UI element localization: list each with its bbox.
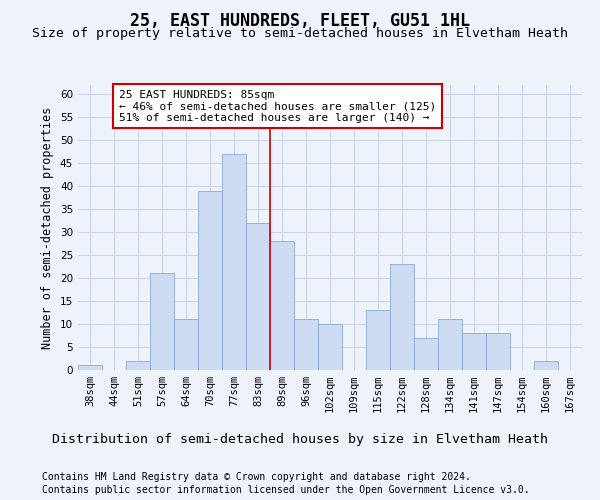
Y-axis label: Number of semi-detached properties: Number of semi-detached properties <box>41 106 55 348</box>
Text: Size of property relative to semi-detached houses in Elvetham Heath: Size of property relative to semi-detach… <box>32 28 568 40</box>
Text: Contains HM Land Registry data © Crown copyright and database right 2024.: Contains HM Land Registry data © Crown c… <box>42 472 471 482</box>
Bar <box>78 366 102 370</box>
Bar <box>318 324 342 370</box>
Bar <box>294 320 318 370</box>
Bar <box>246 223 270 370</box>
Text: Contains public sector information licensed under the Open Government Licence v3: Contains public sector information licen… <box>42 485 530 495</box>
Bar <box>150 274 174 370</box>
Bar <box>174 320 198 370</box>
Bar <box>438 320 462 370</box>
Text: 25 EAST HUNDREDS: 85sqm
← 46% of semi-detached houses are smaller (125)
51% of s: 25 EAST HUNDREDS: 85sqm ← 46% of semi-de… <box>119 90 436 123</box>
Bar <box>126 361 150 370</box>
Bar <box>486 333 510 370</box>
Bar <box>270 242 294 370</box>
Bar <box>198 190 222 370</box>
Bar <box>534 361 558 370</box>
Bar <box>222 154 246 370</box>
Bar <box>366 310 390 370</box>
Bar <box>414 338 438 370</box>
Bar <box>390 264 414 370</box>
Text: Distribution of semi-detached houses by size in Elvetham Heath: Distribution of semi-detached houses by … <box>52 432 548 446</box>
Bar <box>462 333 486 370</box>
Text: 25, EAST HUNDREDS, FLEET, GU51 1HL: 25, EAST HUNDREDS, FLEET, GU51 1HL <box>130 12 470 30</box>
